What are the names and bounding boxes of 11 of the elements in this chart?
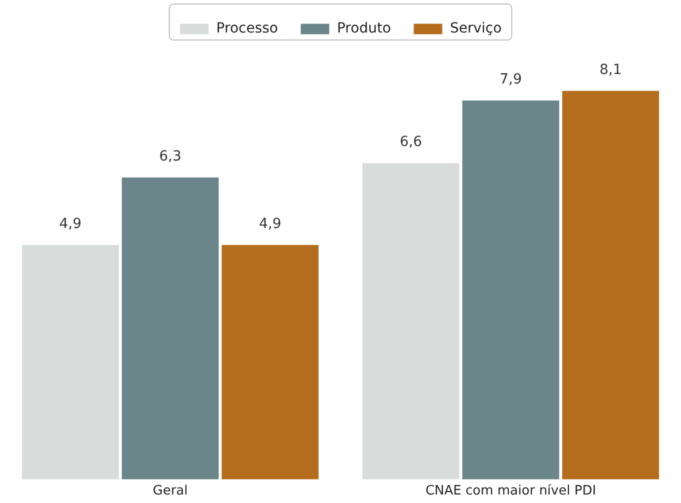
x-tick-label: Geral (152, 484, 188, 499)
data-label: 4,9 (258, 216, 282, 232)
data-label: 8,1 (599, 62, 622, 78)
data-label: 6,3 (159, 148, 182, 165)
legend-label: Produto (336, 20, 392, 37)
data-label: 4,9 (59, 216, 82, 232)
data-label: 6,6 (400, 134, 422, 150)
legend-label: Processo (216, 20, 278, 37)
x-tick-label: CNAE com maior nível PDI (425, 484, 596, 499)
data-label: 7,9 (500, 72, 522, 88)
legend-label: Serviço (450, 20, 502, 37)
